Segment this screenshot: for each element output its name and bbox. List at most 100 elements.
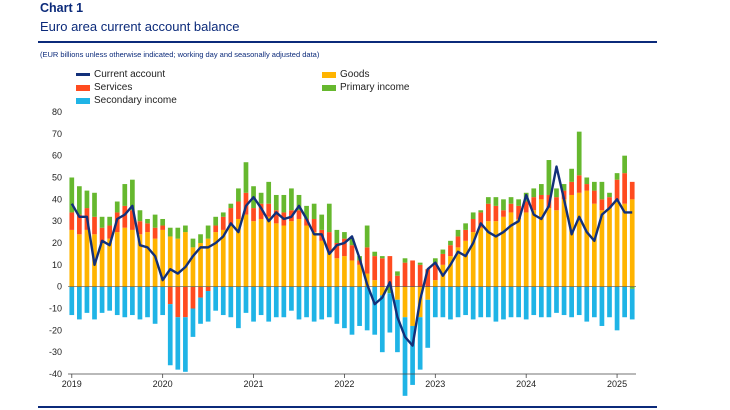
bar-services bbox=[576, 175, 582, 193]
bar-secondary-income bbox=[478, 286, 484, 318]
bar-secondary-income bbox=[364, 286, 370, 331]
bar-services bbox=[296, 210, 302, 219]
bar-primary-income bbox=[107, 216, 113, 226]
bar-services bbox=[122, 205, 128, 228]
bar-secondary-income bbox=[130, 286, 135, 316]
bar-services bbox=[448, 245, 453, 257]
bar-secondary-income bbox=[576, 286, 582, 316]
bar-secondary-income bbox=[493, 286, 499, 322]
y-tick-label: 80 bbox=[52, 107, 62, 117]
y-tick-label: 20 bbox=[52, 238, 62, 248]
bar-secondary-income bbox=[463, 286, 468, 316]
bar-services bbox=[478, 212, 484, 228]
bar-services bbox=[432, 262, 438, 281]
bar-goods bbox=[432, 280, 438, 287]
bar-secondary-income bbox=[607, 286, 612, 318]
bar-services bbox=[516, 205, 521, 219]
bar-services bbox=[614, 179, 620, 202]
bar-primary-income bbox=[296, 194, 302, 211]
bar-primary-income bbox=[501, 199, 506, 211]
bar-services bbox=[425, 269, 431, 287]
bar-secondary-income bbox=[137, 286, 143, 320]
bar-secondary-income bbox=[167, 304, 173, 366]
bar-goods bbox=[228, 225, 234, 287]
bar-services bbox=[243, 192, 249, 215]
bar-primary-income bbox=[130, 179, 135, 211]
bar-secondary-income bbox=[311, 286, 317, 322]
bar-primary-income bbox=[576, 131, 582, 176]
bar-goods bbox=[69, 229, 75, 287]
bar-goods bbox=[311, 232, 317, 287]
bar-services bbox=[130, 210, 135, 230]
bar-goods bbox=[554, 210, 559, 287]
bar-goods bbox=[576, 192, 582, 287]
bottom-divider bbox=[38, 406, 657, 408]
bar-primary-income bbox=[114, 201, 120, 213]
bar-secondary-income bbox=[501, 286, 506, 320]
bar-goods bbox=[357, 264, 362, 287]
bar-services bbox=[417, 264, 423, 287]
bar-secondary-income bbox=[546, 286, 552, 318]
bar-primary-income bbox=[569, 168, 574, 182]
bar-secondary-income bbox=[273, 286, 279, 318]
bar-services bbox=[334, 243, 340, 259]
y-tick-label: 60 bbox=[52, 151, 62, 161]
bar-primary-income bbox=[99, 216, 105, 228]
bar-secondary-income bbox=[569, 286, 574, 318]
bar-services bbox=[629, 181, 635, 200]
bar-services bbox=[342, 238, 347, 257]
bar-primary-income bbox=[478, 210, 484, 213]
bar-primary-income bbox=[629, 286, 635, 289]
bar-secondary-income bbox=[213, 286, 219, 311]
bar-secondary-income bbox=[84, 286, 90, 313]
bar-services bbox=[160, 225, 166, 230]
bar-goods bbox=[273, 223, 279, 287]
bar-services bbox=[77, 214, 82, 235]
bar-services bbox=[455, 236, 461, 248]
bar-secondary-income bbox=[410, 325, 415, 385]
legend-label: Services bbox=[94, 82, 133, 93]
bar-secondary-income bbox=[629, 288, 635, 320]
legend-label: Current account bbox=[94, 69, 166, 80]
bar-services bbox=[220, 216, 226, 230]
bar-goods bbox=[607, 208, 612, 287]
bar-secondary-income bbox=[455, 286, 461, 318]
bar-secondary-income bbox=[584, 286, 590, 322]
bar-services bbox=[440, 253, 446, 265]
bar-primary-income bbox=[289, 188, 294, 211]
bar-goods bbox=[289, 221, 294, 287]
bar-goods bbox=[561, 199, 567, 287]
bar-goods bbox=[614, 201, 620, 287]
bar-secondary-income bbox=[554, 286, 559, 313]
bar-secondary-income bbox=[152, 286, 158, 324]
bar-goods bbox=[538, 199, 544, 287]
bar-goods bbox=[523, 212, 529, 287]
bar-goods bbox=[448, 256, 453, 287]
bar-primary-income bbox=[205, 225, 211, 239]
bar-primary-income bbox=[342, 232, 347, 239]
y-tick-label: 50 bbox=[52, 173, 62, 183]
bar-goods bbox=[599, 210, 605, 287]
bar-secondary-income bbox=[266, 286, 272, 322]
bar-goods bbox=[319, 240, 325, 287]
bar-services bbox=[372, 256, 378, 281]
bar-services bbox=[167, 286, 173, 305]
bar-primary-income bbox=[281, 194, 287, 213]
bar-primary-income bbox=[311, 203, 317, 219]
bar-services bbox=[470, 218, 476, 233]
bar-primary-income bbox=[432, 258, 438, 263]
bar-goods bbox=[145, 232, 150, 287]
bar-services bbox=[258, 203, 264, 219]
bar-services bbox=[569, 181, 574, 195]
bar-primary-income bbox=[554, 188, 559, 198]
bar-primary-income bbox=[470, 212, 476, 219]
bar-goods bbox=[342, 256, 347, 287]
bar-goods bbox=[501, 216, 506, 287]
bar-services bbox=[183, 286, 188, 318]
bar-primary-income bbox=[160, 218, 166, 226]
bar-goods bbox=[584, 190, 590, 287]
bar-secondary-income bbox=[122, 286, 128, 318]
bar-goods bbox=[99, 243, 105, 287]
bar-primary-income bbox=[417, 262, 423, 265]
